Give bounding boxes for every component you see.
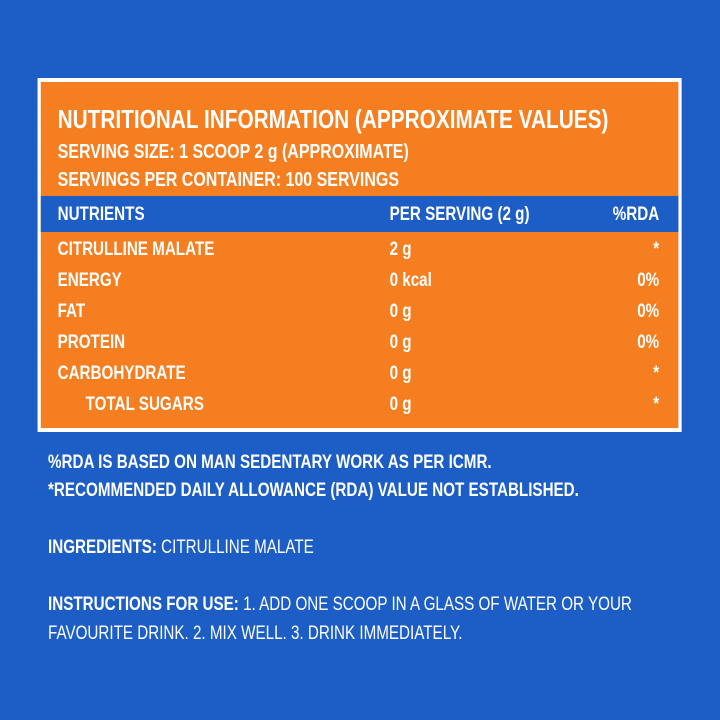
table-cell: 0 g — [389, 394, 412, 415]
header-cell: NUTRIENTS — [57, 204, 145, 225]
table-cell: 0% — [637, 270, 660, 291]
table-cell: 0 g — [389, 301, 412, 322]
table-cell: ENERGY — [57, 270, 122, 291]
table-cell: CITRULLINE MALATE — [57, 239, 215, 260]
header-cell: PER SERVING (2 g) — [389, 204, 530, 225]
table-header: NUTRIENTS PER SERVING (2 g) %RDA — [40, 196, 679, 232]
note: *RECOMMENDED DAILY ALLOWANCE (RDA) VALUE… — [48, 480, 579, 501]
table-cell: 0 kcal — [389, 270, 432, 291]
table-cell: * — [653, 239, 660, 260]
header-cell: %RDA — [612, 204, 660, 225]
table-cell: 0 g — [389, 332, 412, 353]
note: %RDA IS BASED ON MAN SEDENTARY WORK AS P… — [48, 452, 492, 473]
ingredients: INGREDIENTS: CITRULLINE MALATE — [48, 533, 680, 562]
serving-size: SERVING SIZE: 1 SCOOP 2 g (APPROXIMATE) — [57, 141, 409, 163]
instructions: INSTRUCTIONS FOR USE: 1. ADD ONE SCOOP I… — [48, 590, 680, 648]
instructions-text: 1. ADD ONE SCOOP IN A GLASS OF WATER OR … — [48, 594, 632, 644]
table-cell: 0% — [637, 301, 660, 322]
servings-per-container: SERVINGS PER CONTAINER: 100 SERVINGS — [57, 169, 400, 191]
nutrition-box: NUTRITIONAL INFORMATION (APPROXIMATE VAL… — [37, 78, 682, 432]
table-cell: * — [653, 394, 660, 415]
ingredients-label: INGREDIENTS: — [48, 537, 157, 558]
table-cell: 0 g — [389, 363, 412, 384]
table-cell: TOTAL SUGARS — [85, 394, 204, 415]
table-cell: CARBOHYDRATE — [57, 363, 186, 384]
table-cell: 0% — [637, 332, 660, 353]
table-cell: FAT — [57, 301, 86, 322]
instructions-label: INSTRUCTIONS FOR USE: — [48, 594, 239, 615]
table-cell: PROTEIN — [57, 332, 126, 353]
ingredients-text: CITRULLINE MALATE — [161, 537, 314, 558]
table-cell: * — [653, 363, 660, 384]
title: NUTRITIONAL INFORMATION (APPROXIMATE VAL… — [57, 104, 609, 134]
table-cell: 2 g — [389, 239, 412, 260]
